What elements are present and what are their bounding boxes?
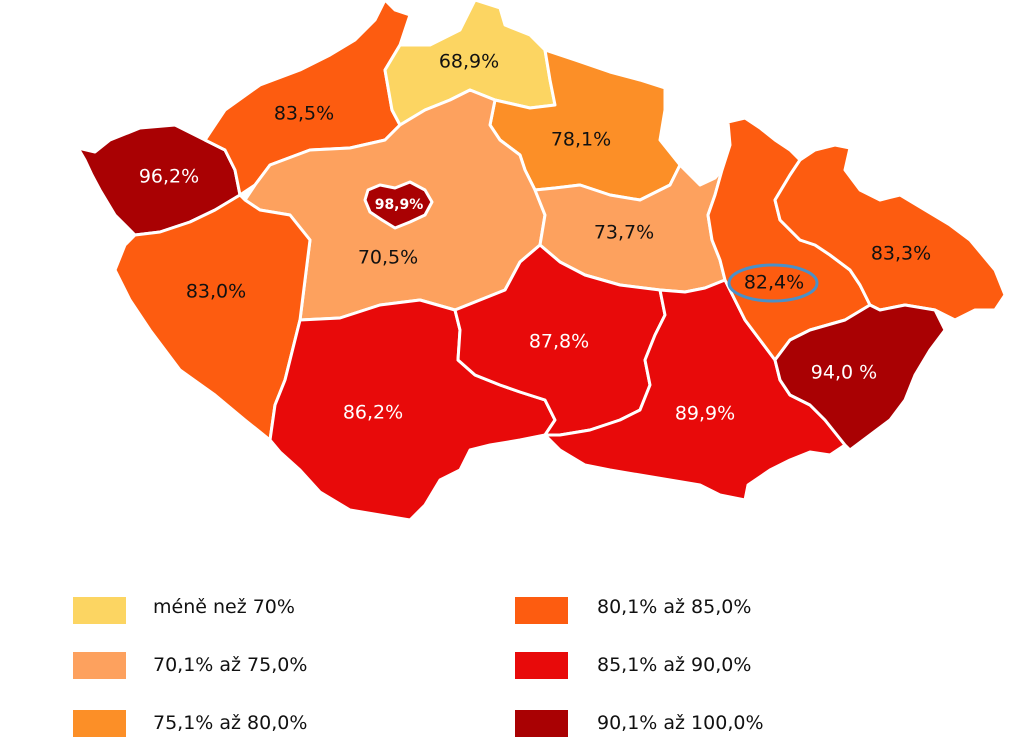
label-liberecky: 68,9% [439,51,499,73]
legend-swatch [73,652,126,679]
label-vysocina: 87,8% [529,331,589,353]
label-ustecky: 83,5% [274,103,334,125]
label-stredocesky: 70,5% [358,247,418,269]
legend-swatch [515,652,568,679]
label-praha: 98,9% [375,197,424,213]
label-pardubicky: 73,7% [594,222,654,244]
legend-swatch [515,597,568,624]
legend-label: 90,1% až 100,0% [597,712,764,734]
label-jihomoravsky: 89,9% [675,403,735,425]
legend-label: 85,1% až 90,0% [597,654,752,676]
label-karlovarsky: 96,2% [139,166,199,188]
legend-swatch [515,710,568,737]
region-moravskoslezsky[interactable] [773,143,1007,322]
legend-label: 70,1% až 75,0% [153,654,308,676]
label-kralovehradecky: 78,1% [551,129,611,151]
label-zlinsky: 94,0 % [811,362,877,384]
label-olomoucky: 82,4% [744,272,804,294]
label-jihocesky: 86,2% [343,402,403,424]
region-zlinsky[interactable] [773,303,947,452]
label-plzensky: 83,0% [186,281,246,303]
label-moravskoslezsky: 83,3% [871,243,931,265]
legend-swatch [73,597,126,624]
czech-regions-map: 96,2% 83,5% 68,9% 78,1% 70,5% 98,9% 73,7… [76,0,1007,522]
highlight-ellipse [727,263,819,303]
legend-swatch [73,710,126,737]
legend-label: méně než 70% [153,596,295,618]
region-praha[interactable] [363,180,434,230]
legend-label: 80,1% až 85,0% [597,596,752,618]
legend-label: 75,1% až 80,0% [153,712,308,734]
